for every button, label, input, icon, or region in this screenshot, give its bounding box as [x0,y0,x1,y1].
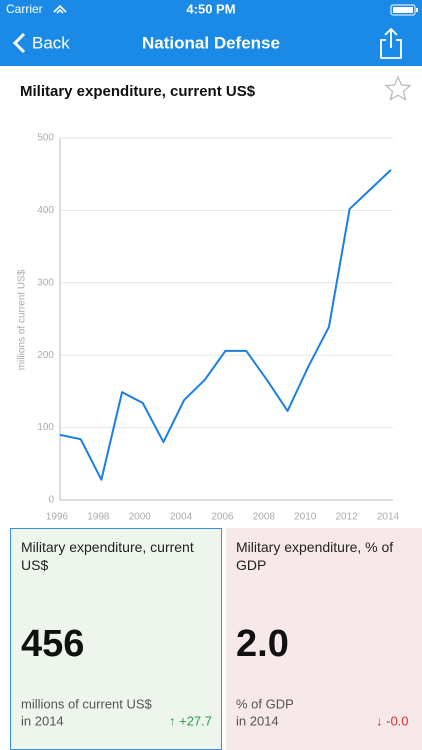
x-tick-label: 1998 [87,512,110,523]
x-tick-label: 1996 [46,512,69,523]
x-tick-label: 2012 [336,512,359,523]
x-tick-label: 2010 [294,512,317,523]
x-tick-label: 2004 [170,512,193,523]
card-title-box: Military expenditure, % of GDP [236,539,394,573]
card[interactable] [10,528,222,750]
chart-title: Military expenditure, current US$ [20,83,256,100]
x-tick-label: 2006 [211,512,234,523]
favorite-star[interactable] [384,75,412,102]
y-tick-label: 200 [37,350,54,361]
nav-title: National Defense [142,33,280,52]
back-button[interactable]: Back [12,32,70,54]
x-tick-label: 2008 [253,512,276,523]
nav-bar [0,0,422,66]
y-tick-label: 300 [37,277,54,288]
share-button[interactable] [380,27,402,59]
wifi-icon [53,4,67,14]
card-title: Military expenditure, current US$ [21,539,194,573]
card-value: 456 [21,623,84,665]
y-tick-label: 500 [37,133,54,144]
carrier: Carrier [6,2,43,16]
y-tick-label: 0 [48,495,54,506]
chart: 0 100 200 300 400 500 1996 1998 2000 2004 2006 2008… [37,133,399,523]
battery-icon [390,4,418,16]
cards: Military expenditure, current US$ 456 mill… [21,539,409,728]
card-unit: millions of current US$ [21,696,153,711]
clock: 4:50 PM [186,1,235,16]
card-title: Military expenditure, % of GDP [236,539,394,573]
y-axis-label: millions of current US$ [17,269,28,370]
y-tick-label: 100 [37,422,54,433]
x-tick-label: 2000 [129,512,152,523]
x-tick-label: 2014 [377,512,400,523]
card-unit: % of GDP [236,696,294,711]
card-change: ↓ -0.0 [376,713,409,728]
card-title-box: Military expenditure, current US$ [21,539,194,573]
card-value: 2.0 [236,623,289,665]
card-change: ↑ +27.7 [169,713,212,728]
back-label[interactable]: Back [32,33,70,52]
y-tick-label: 400 [37,205,54,216]
card-bg[interactable] [226,528,422,750]
card-year: in 2014 [21,713,64,728]
card-year: in 2014 [236,713,279,728]
card-bg[interactable] [10,528,222,750]
data-line [59,169,392,481]
